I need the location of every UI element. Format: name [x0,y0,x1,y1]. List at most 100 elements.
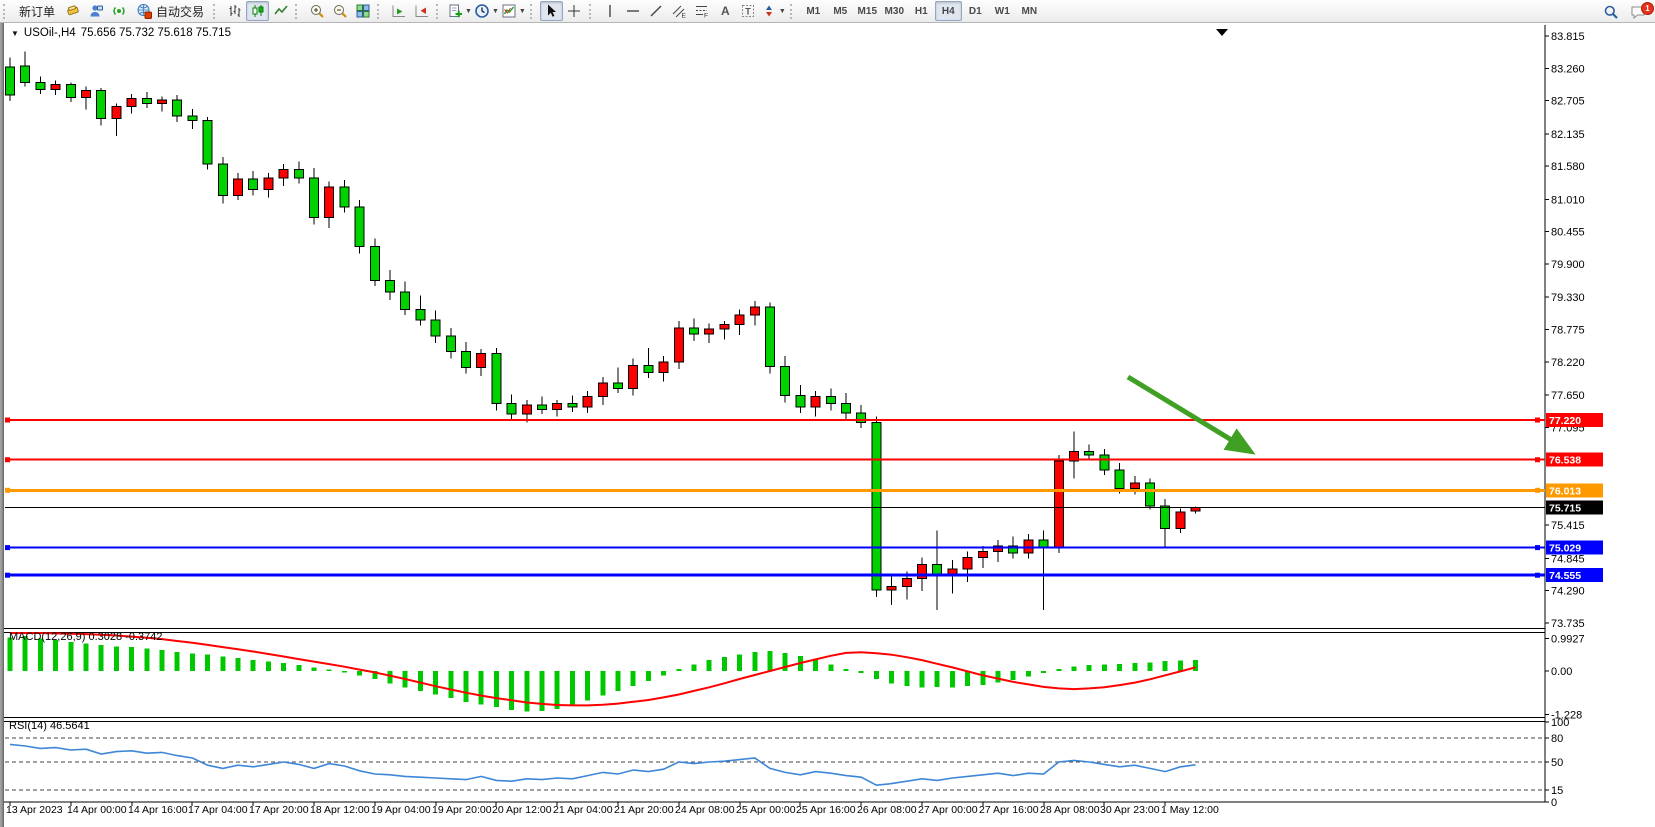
timeframe-m1-button[interactable]: M1 [806,5,821,17]
new-order-label: 新订单 [19,4,56,19]
svg-text:25 Apr 16:00: 25 Apr 16:00 [796,804,856,816]
bar-chart-mode-button[interactable] [223,1,246,21]
equidistant-channel-icon: E [672,5,687,19]
zoom-out-button[interactable] [328,1,351,21]
scale-marker-icon [1216,29,1228,36]
svg-text:27 Apr 16:00: 27 Apr 16:00 [979,804,1039,816]
trendline-tool-button[interactable] [645,1,668,21]
hline-handle [5,572,10,578]
price-tag [1546,413,1603,428]
toolbar-grip[interactable] [588,3,595,19]
zoom-in-button[interactable] [305,1,328,21]
horizontal-lines[interactable]: 77.220 76.538 76.013 75.715 75.029 74.555 [5,413,1603,583]
hline-handle [1535,572,1540,578]
auto-scroll-icon [392,5,405,17]
new-chart-dropdown-icon[interactable]: ▼ [465,7,472,15]
svg-text:78.775: 78.775 [1551,324,1585,336]
macd-panel[interactable] [7,632,1199,712]
tile-windows-button[interactable] [351,1,374,21]
search-icon [1604,5,1618,19]
vertical-line-icon [609,5,612,17]
notifications-button[interactable]: 1 [1626,1,1654,22]
price-tag [1546,483,1603,498]
horizontal-line-tool-button[interactable] [622,1,645,21]
svg-text:18 Apr 12:00: 18 Apr 12:00 [310,804,370,816]
price-tag [1546,500,1603,515]
toolbar-grip[interactable] [377,3,383,19]
globe-icon [137,4,153,19]
arrows-tool-button[interactable]: ▼ [760,1,787,21]
timeframe-m15-button[interactable]: M15 [857,5,877,17]
chart-ohlc-values: 75.656 75.732 75.618 75.715 [80,27,231,39]
svg-text:17 Apr 20:00: 17 Apr 20:00 [249,804,309,816]
price-axis[interactable]: 83.815 83.260 82.705 82.135 81.580 81.010 80.4… [1545,31,1585,809]
rsi-name: RSI(14) [9,720,47,732]
indicators-dropdown-icon[interactable]: ▼ [518,7,526,15]
new-chart-button[interactable]: ▼ [446,1,473,21]
svg-text:81.010: 81.010 [1551,194,1585,206]
search-button[interactable] [1599,2,1622,22]
auto-trading-button[interactable]: 自动交易 [130,1,210,21]
svg-text:25 Apr 00:00: 25 Apr 00:00 [736,804,796,816]
time-axis[interactable]: 13 Apr 2023 14 Apr 00:00 14 Apr 16:00 17 Ap… [6,802,1219,816]
zoom-out-icon [333,5,347,18]
candlestick-mode-button[interactable] [246,1,270,21]
text-label-tool-button[interactable]: T [737,1,760,21]
toolbar-grip[interactable] [789,3,796,19]
new-order-button[interactable]: 新订单 [13,1,61,21]
vertical-line-tool-button[interactable] [599,1,622,21]
hline-handle [1535,487,1540,493]
timeframe-m5-button[interactable]: M5 [833,5,848,17]
auto-scroll-button[interactable] [387,1,410,21]
panel-splitters[interactable] [0,25,1546,803]
text-tool-button[interactable]: A [714,1,737,21]
svg-text:74.290: 74.290 [1551,586,1585,598]
toolbar-grip[interactable] [436,3,442,19]
timeframe-h1-button[interactable]: H1 [914,5,928,17]
price-tag [1546,568,1603,583]
macd-signal-line [10,632,1196,707]
crosshair-tool-button[interactable] [563,1,586,21]
timeframe-h4-button[interactable]: H4 [934,1,962,21]
periods-button[interactable]: ▼ [473,1,500,21]
line-chart-mode-button[interactable] [269,1,292,21]
svg-text:27 Apr 00:00: 27 Apr 00:00 [918,804,978,816]
ohlc-bars-icon [229,5,241,17]
timeframe-d1-button[interactable]: D1 [968,5,982,17]
candlesticks[interactable] [5,51,1201,610]
channel-tool-button[interactable]: E [668,1,691,21]
timeframe-m30-button[interactable]: M30 [884,5,904,17]
svg-text:79.900: 79.900 [1551,259,1585,271]
trendline-icon [650,5,662,17]
fibonacci-tool-button[interactable]: F [691,1,714,21]
toolbar-grip[interactable] [3,3,9,19]
toolbar-grip[interactable] [295,3,301,19]
svg-text:-1.228: -1.228 [1551,710,1582,722]
data-window-button[interactable] [84,1,107,21]
rsi-panel[interactable] [5,737,1545,791]
timeframe-w1-button[interactable]: W1 [994,5,1010,17]
hline-handle [1535,457,1540,463]
periods-dropdown-icon[interactable]: ▼ [491,7,499,15]
price-tag [1546,452,1603,467]
svg-text:19 Apr 04:00: 19 Apr 04:00 [371,804,431,816]
svg-text:0: 0 [1551,797,1557,809]
chart-symbol-period: USOil-,H4 [23,27,76,39]
timeframe-mn-button[interactable]: MN [1021,5,1038,17]
chart-shift-button[interactable] [410,1,433,21]
cursor-tool-button[interactable] [539,1,563,21]
indicators-button[interactable]: ▼ [500,1,527,21]
market-watch-button[interactable] [61,1,84,21]
arrows-dropdown-icon[interactable]: ▼ [778,7,786,15]
trend-arrow-annotation[interactable] [1126,374,1256,455]
symbol-dropdown-icon[interactable]: ▼ [11,28,19,38]
svg-text:75.715: 75.715 [1549,503,1581,515]
chart-shift-icon [415,5,428,17]
hline-handle [5,545,10,551]
macd-values: 0.3028 -0.3742 [88,631,163,643]
signals-button[interactable] [107,1,130,21]
toolbar-grip[interactable] [213,3,219,19]
toolbar-grip[interactable] [529,3,536,19]
line-chart-icon [273,5,288,15]
